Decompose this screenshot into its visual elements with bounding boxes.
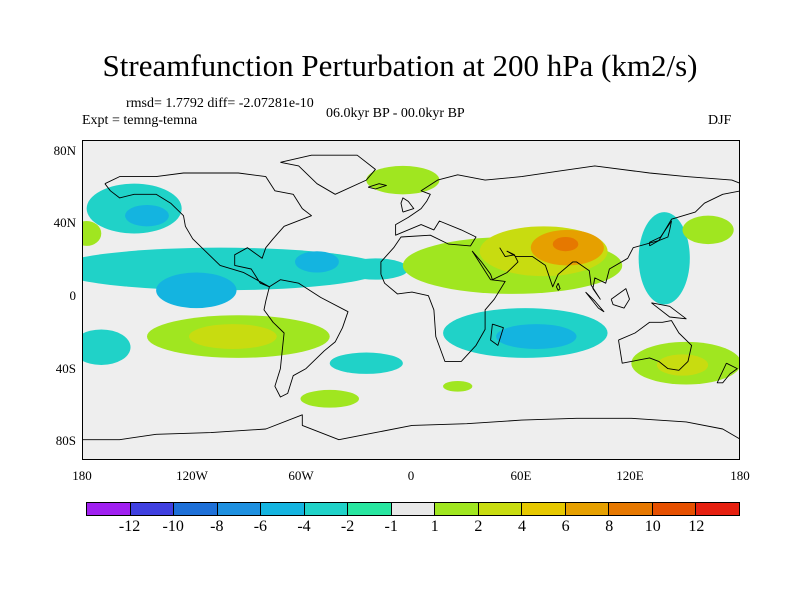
anomaly-north-atlantic-europe-positive [366,165,440,195]
lat-label-40n: 40N [53,215,76,230]
anomaly-atlantic-tip-negative [342,258,409,280]
colorbar-swatch [435,503,479,515]
anomaly-south-atlantic-negative [329,352,403,374]
anomaly-south-west-pacific-negative [83,329,131,365]
coastline-sumatra [585,291,605,313]
coastline-north-america [104,172,312,288]
colorbar-swatch [348,503,392,515]
anomaly-indian-ocean-core [496,324,577,349]
coastline-japan [649,220,672,247]
lat-label-40s: 40S [55,361,76,376]
colorbar-swatch [522,503,566,515]
lon-label-0: 0 [407,468,415,483]
colorbar-label: -12 [118,518,141,535]
anomaly-north-west-pacific-positive [682,215,734,245]
stats-line: rmsd= 1.7792 diff= -2.07281e-10 [126,96,314,111]
colorbar-swatch [174,503,218,515]
anomaly-north-pacific-core [125,205,169,227]
colorbar-label: 1 [430,518,439,535]
colorbar-swatch [87,503,131,515]
coastline-british-isles [400,197,415,213]
lat-label-80n: 80N [53,143,76,158]
season-label: DJF [708,113,732,128]
lon-label-60e: 60E [510,468,532,483]
colorbar-label: 2 [474,518,483,535]
colorbar-swatch [391,503,436,515]
lon-label-180e: 180 [730,468,750,483]
coastline-madagascar [490,323,504,346]
anomaly-caribbean-core [295,251,339,273]
colorbar-label: -4 [297,518,311,535]
colorbar-swatch [130,503,175,515]
colorbar-swatch [478,503,523,515]
lat-label-eq: 0 [69,288,77,303]
colorbar-swatch [261,503,305,515]
colorbar-swatch [696,503,739,515]
coastline-india-sri-lanka [555,282,561,291]
colorbar-label: -2 [340,518,355,535]
colorbar-label: -10 [162,518,184,535]
lon-label-180w: 180 [72,468,92,483]
experiment-label: Expt = temng-temna [82,113,198,128]
colorbar-label: -1 [384,518,398,535]
anomaly-south-atlantic-positive [300,389,359,408]
anomaly-west-pacific-negative [638,212,690,305]
period-label: 06.0kyr BP - 00.0kyr BP [326,106,465,121]
colorbar-swatch [609,503,653,515]
anomaly-south-pacific-core [189,324,277,349]
map-canvas [83,154,739,441]
coastline-new-guinea [651,302,687,320]
anomaly-dateline-west-positive [83,221,102,246]
colorbar [86,502,740,516]
anomaly-south-africa-positive [443,381,473,392]
coastline-greenland [280,154,376,195]
colorbar-swatch [217,503,262,515]
coastline-arabian-peninsula-gulf [499,247,515,258]
colorbar-label: 12 [688,518,705,535]
colorbar-swatch [565,503,610,515]
anomaly-east-pacific-core [156,272,237,309]
chart-title: Streamfunction Perturbation at 200 hPa (… [102,48,698,83]
colorbar-label: 4 [518,518,526,535]
coastline-africa-eurasia [380,165,739,362]
coastline-south-america [263,279,349,398]
lon-label-120e: 120E [616,468,644,483]
map-panel [82,140,740,460]
colorbar-label: -8 [210,518,224,535]
colorbar-label: 6 [561,518,570,535]
anomaly-layer [83,165,739,408]
coastline-iceland [367,183,387,190]
colorbar-swatch [304,503,349,515]
coastline-layer [83,154,739,441]
lon-label-60w: 60W [288,468,314,483]
colorbar-label: -6 [253,518,268,535]
lat-label-80s: 80S [55,433,76,448]
coastline-new-zealand [716,362,738,384]
anomaly-australia-core [656,354,709,376]
coastline-antarctica [83,414,739,441]
coastline-australia [618,320,693,371]
colorbar-label: 8 [605,518,614,535]
colorbar-swatch [652,503,697,515]
colorbar-label: 10 [644,518,661,535]
lon-label-120w: 120W [176,468,208,483]
anomaly-tibet-peak [552,237,579,252]
coastline-borneo [610,288,630,309]
